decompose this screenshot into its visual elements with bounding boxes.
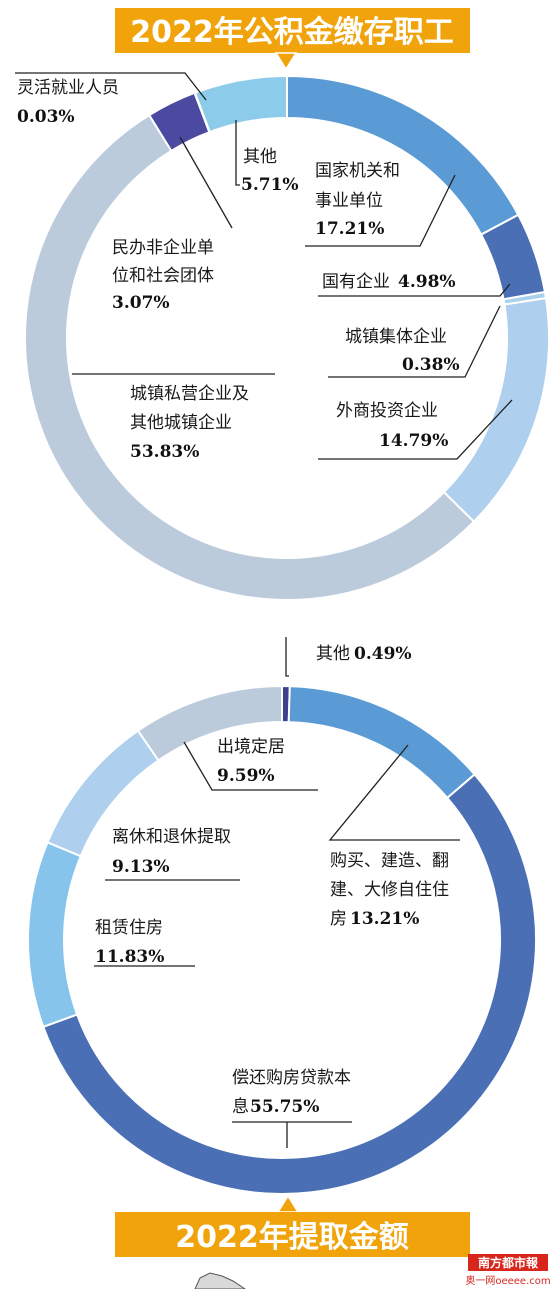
pie-slice-8 [193, 74, 288, 134]
label-w-emigrate: 出境定居 [217, 737, 285, 757]
decorative-mark [194, 1272, 246, 1289]
value-w-other: 0.49% [354, 644, 412, 664]
leader-line-foreign [318, 399, 513, 460]
label-w-buy-line3: 房 [330, 909, 347, 929]
pie-slice-5 [24, 113, 476, 601]
label-w-retire: 离休和退休提取 [112, 827, 231, 847]
value-other: 5.71% [241, 175, 299, 195]
value-soe: 4.98% [398, 272, 456, 292]
pie-slice-4 [27, 841, 83, 1029]
leader-line-other [235, 120, 240, 186]
label-w-rent: 租赁住房 [95, 918, 163, 938]
chart-title-2: 2022年提取金额 [175, 1220, 409, 1255]
title-banner-2 [115, 1212, 470, 1257]
value-w-emigrate: 9.59% [217, 766, 275, 786]
leader-line-gov [305, 174, 456, 247]
leader-line-collective [328, 305, 501, 378]
logo-red-box [468, 1254, 548, 1271]
label-w-buy-line2: 建、大修自住住 [330, 880, 449, 900]
title-banner-pointer-2 [276, 1194, 300, 1213]
value-w-loan: 55.75% [250, 1097, 319, 1117]
leader-line-w-buy [328, 744, 460, 841]
pie-slice-4 [442, 297, 550, 524]
label-private-line2: 其他城镇企业 [130, 413, 232, 433]
chart-withdrawals: 其他 0.49% 出境定居 9.59% 购买、建造、翻 建、大修自住住 房 13… [27, 637, 537, 1257]
value-w-rent: 11.83% [95, 947, 164, 967]
masthead-logo: 南方都市報 奥一网oeeee.com [465, 1254, 550, 1287]
pie-slices-withdrawals [27, 684, 537, 1195]
chart-contributors: 2022年公积金缴存职工 灵活就业人员 0.03% 其他 5.71% 国家机关和… [15, 8, 550, 601]
pie-slices-contributors [24, 74, 550, 601]
pie-slice-2 [287, 685, 477, 800]
label-soe: 国有企业 [322, 272, 390, 292]
label-w-loan-line1: 偿还购房贷款本 [232, 1068, 351, 1088]
title-banner-pointer [274, 52, 298, 71]
label-gov-line2: 事业单位 [315, 191, 383, 211]
label-nonprofit-line2: 位和社会团体 [112, 266, 214, 286]
title-banner [115, 8, 470, 53]
value-gov: 17.21% [315, 219, 384, 239]
leader-line-soe [318, 283, 511, 297]
value-flexible: 0.03% [17, 107, 75, 127]
pie-slice-6 [136, 684, 283, 762]
value-collective: 0.38% [402, 355, 460, 375]
label-foreign: 外商投资企业 [336, 401, 438, 421]
value-private: 53.83% [130, 442, 199, 462]
logo-sub: 奥一网oeeee.com [465, 1274, 550, 1287]
label-w-buy-line1: 购买、建造、翻 [330, 851, 449, 871]
label-nonprofit-line1: 民办非企业单 [112, 238, 214, 258]
leader-line-w-other [285, 637, 289, 677]
label-flexible: 灵活就业人员 [17, 78, 119, 98]
label-w-other: 其他 [316, 644, 350, 664]
label-gov-line1: 国家机关和 [315, 161, 400, 181]
value-w-buy: 13.21% [350, 909, 419, 929]
leader-line-w-emigrate [183, 741, 318, 791]
label-other: 其他 [243, 147, 277, 167]
value-nonprofit: 3.07% [112, 293, 170, 313]
value-foreign: 14.79% [379, 431, 448, 451]
leader-line-flexible [15, 72, 207, 101]
label-w-loan-line2: 息 [232, 1097, 249, 1117]
value-w-retire: 9.13% [112, 857, 170, 877]
logo-name: 南方都市報 [478, 1255, 539, 1270]
chart-title: 2022年公积金缴存职工 [130, 15, 454, 50]
leader-line-nonprofit [179, 136, 233, 229]
label-collective: 城镇集体企业 [345, 327, 447, 347]
label-private-line1: 城镇私营企业及 [130, 384, 249, 404]
